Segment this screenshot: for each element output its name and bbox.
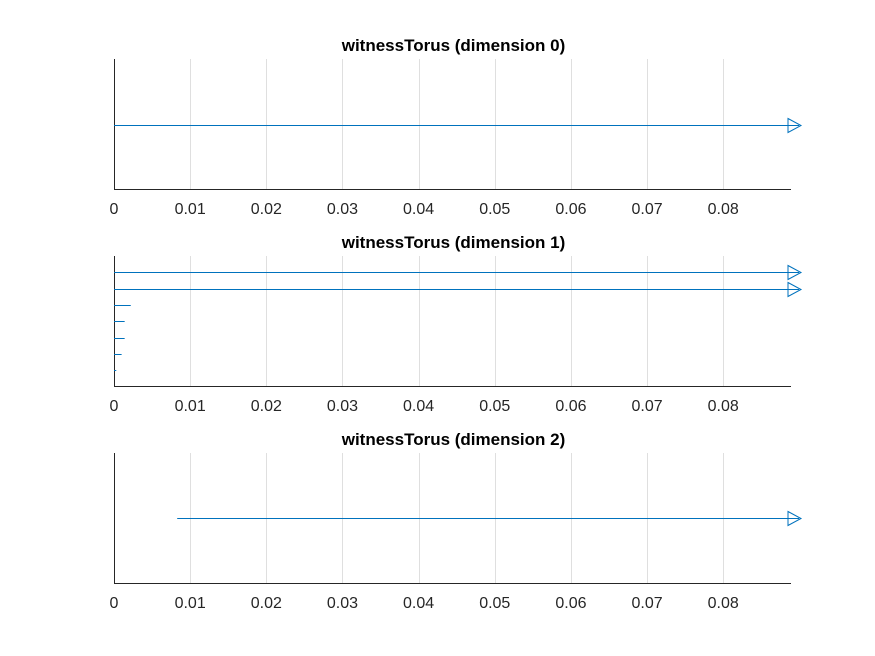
x-tick-label: 0.08 [708,398,739,415]
x-tick-label: 0 [110,201,119,218]
x-tick-label: 0.01 [175,595,206,612]
x-tick-label: 0.08 [708,595,739,612]
x-tick-label: 0.07 [632,201,663,218]
infinite-bar-arrow [787,264,803,281]
x-tick-label: 0.01 [175,201,206,218]
x-tick-label: 0.03 [327,201,358,218]
x-tick-label: 0.02 [251,595,282,612]
x-tick-label: 0.01 [175,398,206,415]
x-tick-label: 0.06 [555,201,586,218]
x-tick-label: 0 [110,595,119,612]
x-tick-label: 0.02 [251,201,282,218]
barcode-panel-2: 0 0.01 0.02 0.03 0.04 0.05 0.06 0.07 0.08 witness… [110,430,803,612]
x-tick-label: 0 [110,398,119,415]
x-tick-label: 0.03 [327,595,358,612]
x-tick-label: 0.08 [708,201,739,218]
infinite-bar-arrow [787,281,803,298]
infinite-bar-arrow [787,117,803,134]
x-tick-label: 0.04 [403,398,434,415]
infinite-bar-arrow [787,510,803,527]
x-tick-label: 0.02 [251,398,282,415]
x-tick-label: 0.05 [479,201,510,218]
x-tick-label: 0.04 [403,201,434,218]
chart-title: witnessTorus (dimension 1) [341,233,566,252]
x-tick-label: 0.07 [632,595,663,612]
chart-title: witnessTorus (dimension 0) [341,36,566,55]
x-tick-label: 0.07 [632,398,663,415]
chart-title: witnessTorus (dimension 2) [341,430,566,449]
barcode-panel-0: 0 0.01 0.02 0.03 0.04 0.05 0.06 0.07 0.08 witness… [110,36,803,218]
x-tick-label: 0.03 [327,398,358,415]
x-tick-label: 0.05 [479,595,510,612]
x-tick-label: 0.05 [479,398,510,415]
x-tick-label: 0.06 [555,398,586,415]
x-tick-label: 0.04 [403,595,434,612]
x-tick-label: 0.06 [555,595,586,612]
barcode-panel-1: 0 0.01 0.02 0.03 0.04 0.05 0.06 0.07 0.08 witness… [110,233,803,415]
